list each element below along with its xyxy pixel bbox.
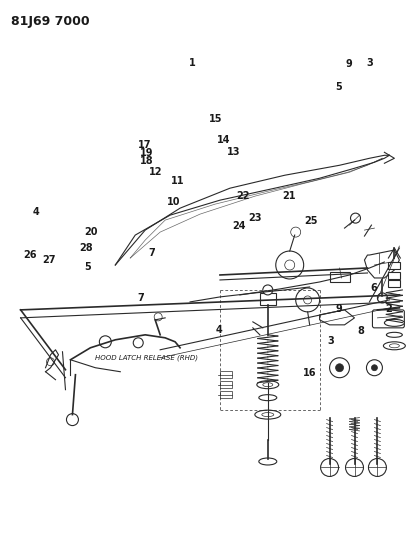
Text: 8: 8 [356,326,363,336]
Text: 4: 4 [32,207,39,217]
Text: 9: 9 [335,304,342,314]
Text: 23: 23 [248,213,261,223]
Polygon shape [319,310,354,325]
Text: 4: 4 [216,325,222,335]
Text: 21: 21 [281,191,295,201]
Text: 9: 9 [345,60,352,69]
Text: 19: 19 [140,148,154,158]
Text: 28: 28 [80,243,93,253]
Bar [219,381,231,387]
Text: 11: 11 [171,176,185,187]
Bar [219,391,231,398]
Text: 3: 3 [366,59,373,68]
Text: 3: 3 [327,336,333,346]
Ellipse shape [384,319,404,326]
Text: 20: 20 [84,227,97,237]
Circle shape [335,364,343,372]
Ellipse shape [256,381,278,389]
Bar [259,293,275,305]
Text: 7: 7 [137,293,144,303]
FancyBboxPatch shape [372,310,404,328]
Circle shape [329,358,349,378]
Circle shape [366,360,382,376]
Circle shape [345,458,363,477]
Text: 5: 5 [84,262,90,271]
Ellipse shape [258,458,276,465]
Circle shape [262,285,272,295]
Text: 18: 18 [140,156,154,166]
Circle shape [377,293,387,303]
Ellipse shape [382,342,404,350]
Bar [387,280,399,287]
Text: 25: 25 [304,216,317,227]
Circle shape [370,365,377,371]
Text: 6: 6 [370,283,377,293]
Ellipse shape [258,394,276,401]
Bar [387,272,399,279]
Bar [329,272,349,282]
Text: 22: 22 [236,191,249,201]
Text: 17: 17 [138,140,152,150]
Text: 26: 26 [24,250,37,260]
Text: HOOD LATCH RELEASE (RHD): HOOD LATCH RELEASE (RHD) [95,354,198,361]
Text: 14: 14 [216,135,230,145]
Text: 16: 16 [302,368,315,378]
Text: 1: 1 [189,59,195,68]
Text: 15: 15 [208,114,221,124]
Polygon shape [363,250,399,278]
Text: 10: 10 [167,197,180,207]
Text: 5: 5 [334,82,341,92]
Text: 24: 24 [231,221,245,231]
Bar [387,262,399,269]
Bar [219,371,231,378]
Text: 7: 7 [147,248,154,258]
Text: 13: 13 [226,147,240,157]
Circle shape [320,458,338,477]
Text: 2: 2 [384,304,391,314]
Ellipse shape [254,410,280,419]
Text: 12: 12 [148,167,162,177]
Circle shape [368,458,385,477]
Text: 81J69 7000: 81J69 7000 [11,15,89,28]
Ellipse shape [385,333,401,337]
Text: 27: 27 [43,255,56,265]
